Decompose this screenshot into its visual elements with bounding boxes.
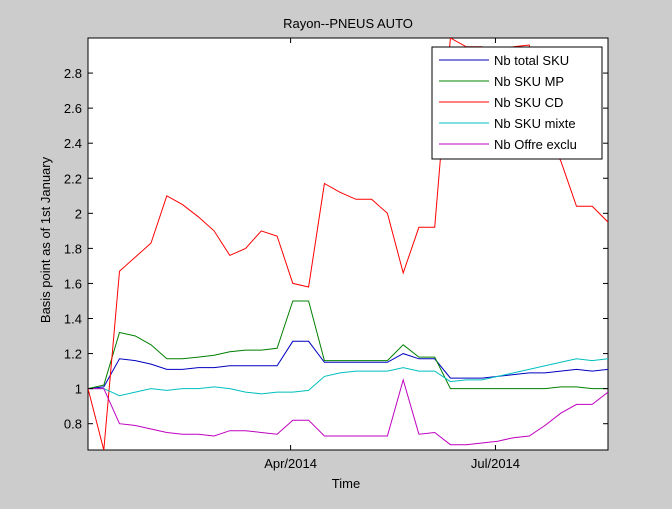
legend-box [431, 46, 603, 160]
y-tick-label: 1.8 [64, 241, 82, 256]
series-line-5 [88, 378, 608, 446]
y-tick-label: 2.8 [64, 66, 82, 81]
x-tick-label: Jul/2014 [471, 456, 520, 471]
x-tick-label: Apr/2014 [264, 456, 317, 471]
series-line-3 [88, 38, 608, 450]
legend-label: Nb SKU CD [494, 95, 563, 110]
y-axis-ticks: 0.8 1 1.2 1.4 1.6 1.8 2 2.2 2.4 2.6 2.8 [64, 66, 608, 432]
y-tick-label: 1.4 [64, 312, 82, 327]
series-line-2 [88, 300, 608, 390]
y-tick-label: 1 [75, 382, 82, 397]
legend-label: Nb Offre exclu [494, 137, 577, 152]
legend-label: Nb total SKU [494, 53, 569, 68]
series-layer [88, 38, 608, 450]
legend-label: Nb SKU mixte [494, 116, 576, 131]
y-tick-label: 1.6 [64, 276, 82, 291]
y-axis-label: Basis point as of 1st January [38, 156, 53, 323]
y-tick-label: 2 [75, 206, 82, 221]
y-tick-label: 2.4 [64, 136, 82, 151]
chart-title: Rayon--PNEUS AUTO [283, 16, 413, 31]
y-tick-label: 1.2 [64, 347, 82, 362]
legend: Nb total SKU Nb SKU MP Nb SKU CD Nb SKU mix… [431, 46, 603, 160]
x-axis-label: Time [332, 476, 360, 491]
series-line-1 [88, 340, 608, 390]
y-tick-label: 2.6 [64, 101, 82, 116]
y-tick-label: 0.8 [64, 417, 82, 432]
legend-label: Nb SKU MP [494, 74, 564, 89]
y-tick-label: 2.2 [64, 171, 82, 186]
x-axis-ticks: Apr/2014 Jul/2014 [264, 38, 520, 471]
series-line-4 [88, 358, 608, 397]
